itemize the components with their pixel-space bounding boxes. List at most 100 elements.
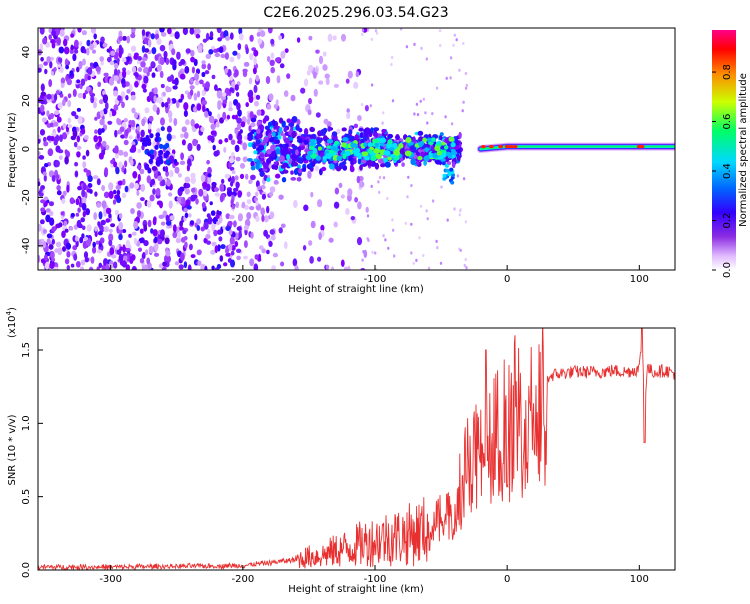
noise-blob [113,75,119,82]
noise-blob [65,242,72,250]
noise-blob [200,174,206,183]
noise-blob [166,178,171,187]
noise-blob [458,68,461,72]
noise-blob [196,249,202,256]
noise-blob [317,199,323,208]
signal-blob [250,165,256,171]
signal-blob [457,155,461,162]
noise-blob [136,202,142,209]
noise-blob [188,213,192,218]
noise-blob [235,91,240,97]
noise-blob [300,87,306,94]
noise-blob [82,92,87,100]
noise-blob [173,158,178,164]
noise-blob [178,98,183,103]
noise-blob [43,196,49,201]
noise-blob [80,259,86,266]
noise-blob [40,207,46,213]
noise-blob [116,245,120,250]
noise-blob [40,83,45,92]
noise-blob [53,67,57,72]
noise-blob [227,220,233,227]
noise-blob [415,102,419,106]
noise-blob [159,70,164,79]
signal-blob [435,160,441,165]
noise-blob [165,250,171,257]
noise-blob [151,166,158,171]
noise-blob [60,83,65,89]
noise-blob [318,80,324,85]
noise-blob [235,181,240,189]
noise-blob [167,97,171,104]
noise-blob [54,93,58,101]
signal-blob [286,118,292,123]
noise-blob [419,204,423,208]
noise-blob [96,266,100,270]
noise-blob [40,57,44,62]
noise-blob [185,48,191,54]
noise-blob [236,102,241,111]
noise-blob [210,135,215,143]
noise-blob [222,225,226,231]
signal-blob [450,151,458,156]
signal-blob [431,137,436,142]
signal-blob [154,136,159,143]
noise-blob [243,61,250,67]
noise-blob [74,114,79,120]
snr-series-line [38,328,675,570]
noise-blob [74,235,79,242]
noise-blob [347,265,351,270]
noise-blob [62,246,66,252]
noise-blob [207,216,213,225]
noise-blob [174,261,180,266]
noise-blob [225,35,231,41]
noise-blob [322,51,327,57]
noise-blob [40,199,46,204]
noise-blob [386,196,389,201]
noise-blob [168,117,173,123]
noise-blob [269,211,275,219]
noise-blob [226,189,233,197]
signal-blob [420,151,425,157]
snr-scale-suffix: ) [7,307,18,311]
noise-blob [263,215,269,223]
noise-blob [370,83,374,87]
noise-blob [87,175,93,183]
noise-blob [54,134,60,143]
signal-blob [296,119,301,126]
noise-blob [184,66,190,74]
noise-blob [182,28,188,36]
noise-blob [213,150,219,157]
noise-blob [200,126,205,132]
noise-blob [413,42,416,47]
noise-blob [136,240,141,247]
noise-blob [279,63,285,69]
noise-blob [56,37,61,46]
noise-blob [190,49,195,57]
snr-y-tick-label: 0.0 [21,562,32,578]
noise-blob [236,226,242,231]
noise-blob [51,42,56,49]
noise-blob [190,56,196,63]
signal-blob [278,117,284,124]
noise-blob [233,187,239,192]
noise-blob [206,159,211,165]
noise-blob [116,194,120,200]
noise-blob [332,35,337,41]
noise-blob [46,233,53,239]
signal-blob [298,168,303,174]
noise-blob [118,36,123,42]
noise-blob [76,66,80,73]
noise-blob [228,101,233,109]
noise-blob [171,149,176,155]
colorbar: 0.0 0.2 0.4 0.6 0.8 Normalized spectral ampl… [712,30,749,278]
noise-blob [82,155,86,160]
noise-blob [246,199,252,205]
noise-blob [261,214,265,222]
signal-blob [266,177,271,183]
signal-blob [266,128,271,133]
noise-blob [130,45,137,52]
noise-blob [253,263,259,270]
noise-blob [431,199,435,203]
noise-blob [261,193,266,200]
